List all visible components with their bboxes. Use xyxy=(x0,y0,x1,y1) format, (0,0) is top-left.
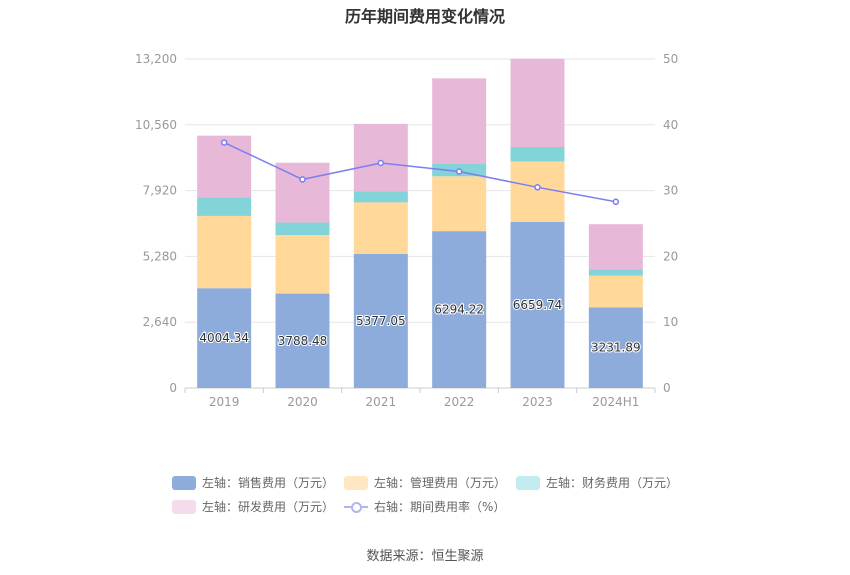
data-source: 数据来源：恒生聚源 xyxy=(366,549,484,564)
x-axis-tick-label: 2020 xyxy=(287,395,318,409)
legend-item-rnd[interactable]: 左轴：研发费用（万元） xyxy=(172,498,334,515)
legend-line-marker-icon xyxy=(344,500,368,514)
bar-segment[interactable] xyxy=(275,222,330,236)
bar-segment[interactable] xyxy=(510,58,565,147)
grid-lines xyxy=(185,58,655,389)
x-axis-tick-label: 2024H1 xyxy=(592,395,639,409)
rate-line[interactable] xyxy=(220,139,620,206)
x-axis-tick-label: 2023 xyxy=(522,395,553,409)
legend-swatch-rnd xyxy=(172,499,196,514)
axes: 0 2,640 5,280 7,920 10,560 13,200 0 10 20 30 40 50 2… xyxy=(135,52,678,409)
bar-segment[interactable] xyxy=(588,224,643,270)
bar-value-label: 6294.22 xyxy=(434,303,484,317)
rate-point[interactable] xyxy=(534,184,541,191)
legend-item-finance[interactable]: 左轴：财务费用（万元） xyxy=(516,474,678,491)
bar-value-label: 3231.89 xyxy=(591,341,641,355)
rate-point[interactable] xyxy=(299,176,306,183)
legend-swatch-admin xyxy=(344,475,368,490)
bar-segment[interactable] xyxy=(432,78,487,164)
legend-label-finance: 左轴：财务费用（万元） xyxy=(546,476,679,490)
bar-segment[interactable] xyxy=(353,123,408,192)
right-axis-tick-label: 10 xyxy=(663,315,678,329)
legend-swatch-finance xyxy=(516,475,540,490)
right-axis-tick-label: 50 xyxy=(663,52,678,66)
bar-segment[interactable] xyxy=(588,307,643,388)
bar-segment[interactable] xyxy=(275,162,330,223)
x-axis-tick-label: 2021 xyxy=(366,395,397,409)
right-axis-tick-label: 40 xyxy=(663,118,678,132)
bar-segment[interactable] xyxy=(510,146,565,162)
bar-segment[interactable] xyxy=(510,222,565,388)
right-axis-tick-label: 30 xyxy=(663,184,678,198)
right-axis-tick-label: 0 xyxy=(663,381,671,395)
bars[interactable] xyxy=(197,58,643,388)
bar-segment[interactable] xyxy=(197,197,252,216)
left-axis-tick-label: 7,920 xyxy=(143,184,177,198)
bar-segment[interactable] xyxy=(197,135,252,198)
bar-segment[interactable] xyxy=(588,275,643,308)
bar-segment[interactable] xyxy=(197,288,252,388)
legend-swatch-sales xyxy=(172,475,196,490)
bar-value-label: 5377.05 xyxy=(356,314,406,328)
left-axis-tick-label: 13,200 xyxy=(135,52,177,66)
bar-segment[interactable] xyxy=(588,269,643,276)
legend-item-rate[interactable]: 右轴：期间费用率（%） xyxy=(344,498,505,515)
rate-point[interactable] xyxy=(455,168,463,175)
legend-label-sales: 左轴：销售费用（万元） xyxy=(202,476,335,490)
left-axis-tick-label: 10,560 xyxy=(135,118,177,132)
legend-item-sales[interactable]: 左轴：销售费用（万元） xyxy=(172,474,334,491)
left-axis-tick-label: 0 xyxy=(169,381,177,395)
bar-segment[interactable] xyxy=(197,215,252,289)
bar-segment[interactable] xyxy=(353,191,408,203)
bar-value-label: 3788.48 xyxy=(278,334,328,348)
bar-segment[interactable] xyxy=(353,253,408,388)
x-axis-tick-label: 2019 xyxy=(209,395,240,409)
rate-point[interactable] xyxy=(612,198,620,206)
bar-segment[interactable] xyxy=(353,202,408,254)
bar-segment[interactable] xyxy=(432,231,487,388)
bar-value-label: 6659.74 xyxy=(513,298,563,312)
left-axis-tick-label: 2,640 xyxy=(143,315,177,329)
rate-point[interactable] xyxy=(377,159,385,167)
legend-label-admin: 左轴：管理费用（万元） xyxy=(374,476,507,490)
bar-segment[interactable] xyxy=(510,161,565,223)
rate-point[interactable] xyxy=(220,139,228,146)
bar-labels: 4004.34 3788.48 5377.05 6294.22 6659.74 3231.… xyxy=(198,297,641,356)
legend-label-rate: 右轴：期间费用率（%） xyxy=(374,500,506,514)
legend-item-admin[interactable]: 左轴：管理费用（万元） xyxy=(344,474,506,491)
legend-label-rnd: 左轴：研发费用（万元） xyxy=(202,500,335,514)
rate-line-path xyxy=(223,141,616,203)
bar-value-label: 4004.34 xyxy=(199,331,249,345)
left-axis-tick-label: 5,280 xyxy=(143,249,177,263)
right-axis-tick-label: 20 xyxy=(663,249,678,263)
chart-plot: 0 2,640 5,280 7,920 10,560 13,200 0 10 20 30 40 50 2… xyxy=(135,52,678,409)
bar-segment[interactable] xyxy=(432,176,487,232)
bar-segment[interactable] xyxy=(275,293,330,388)
bar-segment[interactable] xyxy=(275,235,330,294)
chart-title: 历年期间费用变化情况 xyxy=(344,7,505,26)
x-axis-tick-label: 2022 xyxy=(444,395,475,409)
